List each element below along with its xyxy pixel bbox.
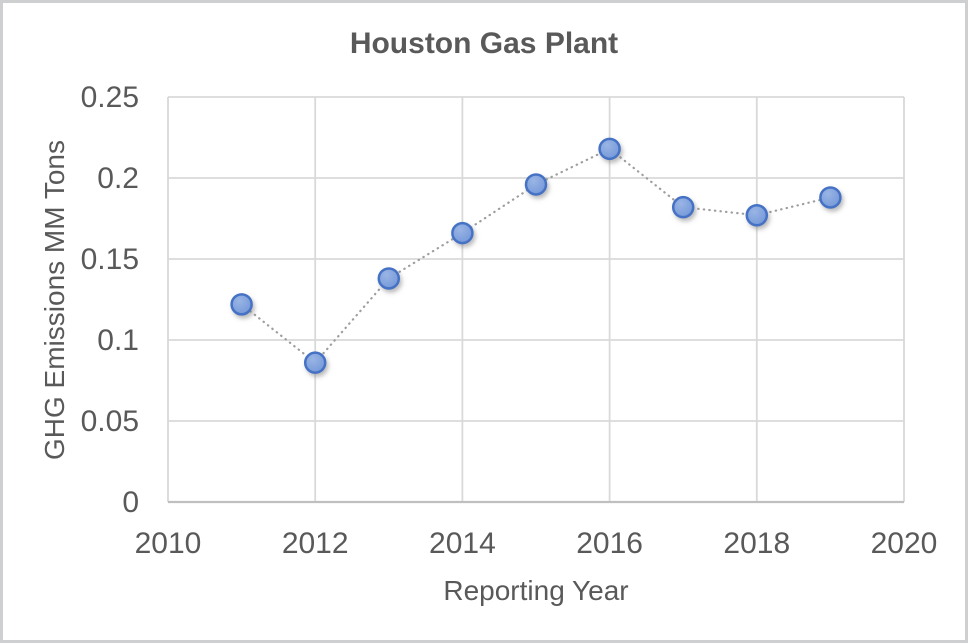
x-tick-label: 2020 — [871, 527, 938, 560]
x-tick-label: 2018 — [723, 527, 790, 560]
y-tick-label: 0.2 — [97, 162, 139, 195]
data-point-marker — [745, 204, 769, 227]
y-tick-label: 0 — [122, 486, 139, 519]
y-tick-label: 0.25 — [81, 81, 139, 114]
x-tick-label: 2014 — [429, 527, 496, 560]
data-point-marker — [451, 221, 474, 245]
y-tick-label: 0.1 — [97, 324, 139, 357]
data-point-marker — [671, 195, 695, 219]
tick-labels: 0 0.05 0.1 0.15 0.2 0.25 2010 2012 2014 2016 2018 2… — [81, 81, 938, 560]
y-tick-label: 0.15 — [81, 243, 139, 276]
x-axis-title: Reporting Year — [443, 575, 629, 606]
chart-title: Houston Gas Plant — [349, 27, 619, 60]
data-point-marker — [230, 293, 253, 316]
data-point-marker — [524, 173, 548, 196]
y-tick-label: 0.05 — [81, 405, 139, 438]
series-markers — [230, 137, 842, 374]
data-point-marker — [819, 186, 842, 209]
data-point-marker — [598, 137, 621, 161]
gridlines — [167, 96, 905, 504]
data-point-marker — [303, 351, 327, 374]
data-point-marker — [377, 267, 401, 290]
x-tick-label: 2012 — [282, 527, 349, 560]
x-tick-label: 2016 — [576, 527, 643, 560]
x-tick-label: 2010 — [135, 527, 202, 560]
